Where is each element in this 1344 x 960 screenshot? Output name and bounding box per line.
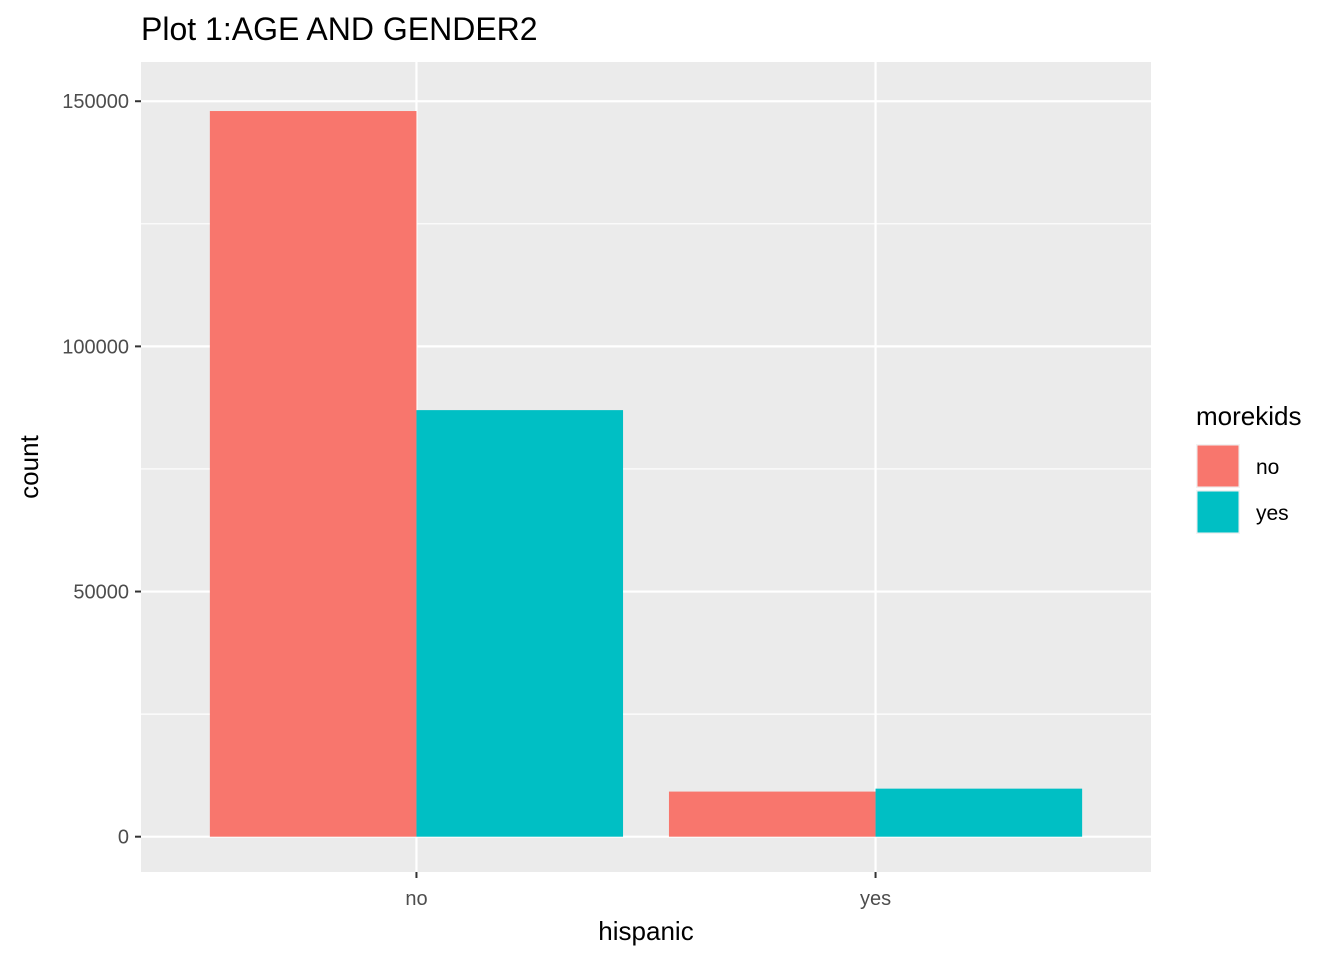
legend-label-yes: yes xyxy=(1256,502,1289,525)
y-tick-label: 150000 xyxy=(62,91,129,113)
bar-no-no xyxy=(209,111,417,837)
legend-swatch-yes xyxy=(1197,491,1239,533)
bar-no-yes xyxy=(416,410,624,837)
chart-title: Plot 1:AGE AND GENDER2 xyxy=(141,11,538,47)
legend-label-no: no xyxy=(1256,456,1279,479)
x-tick-label: no xyxy=(405,888,427,910)
x-axis: no yes xyxy=(405,872,891,910)
bars xyxy=(209,111,1083,837)
bar-yes-no xyxy=(668,791,876,837)
y-tick-label: 50000 xyxy=(73,582,129,604)
y-tick-label: 100000 xyxy=(62,336,129,358)
bar-yes-yes xyxy=(875,788,1083,837)
legend: morekids no yes xyxy=(1196,401,1301,534)
y-axis: 0 50000 100000 150000 xyxy=(62,91,141,849)
x-axis-title: hispanic xyxy=(598,916,693,946)
y-axis-title: count xyxy=(14,434,44,498)
x-tick-label: yes xyxy=(860,888,891,910)
legend-items: no yes xyxy=(1196,444,1289,534)
legend-title: morekids xyxy=(1196,401,1301,431)
legend-swatch-no xyxy=(1197,445,1239,487)
y-tick-label: 0 xyxy=(118,827,129,849)
